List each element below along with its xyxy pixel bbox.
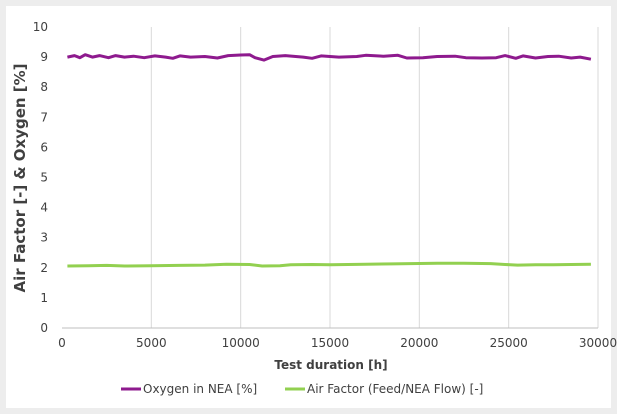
y-tick-label: 2 [40,261,48,275]
y-axis-ticks: 0 1 2 3 4 5 6 7 8 9 10 [33,20,48,335]
y-tick-label: 0 [40,321,48,335]
x-axis-ticks: 0 5000 10000 15000 20000 25000 30000 [58,336,617,350]
series-line-air-factor [67,261,591,268]
y-tick-label: 4 [40,201,48,215]
y-tick-label: 8 [40,80,48,94]
x-axis-title: Test duration [h] [274,358,387,372]
y-tick-label: 3 [40,231,48,245]
y-tick-label: 9 [40,50,48,64]
x-tick-label: 25000 [490,336,528,350]
legend-item-oxygen: Oxygen in NEA [%] [121,382,257,396]
legend-item-air-factor: Air Factor (Feed/NEA Flow) [-] [285,382,483,396]
x-tick-label: 10000 [222,336,260,350]
x-tick-label: 30000 [579,336,617,350]
y-tick-label: 1 [40,291,48,305]
grid-lines [150,27,599,328]
legend: Oxygen in NEA [%] Air Factor (Feed/NEA F… [121,382,483,396]
x-tick-label: 5000 [136,336,167,350]
y-tick-label: 5 [40,171,48,185]
legend-label-air-factor: Air Factor (Feed/NEA Flow) [-] [307,382,483,396]
x-tick-label: 0 [58,336,66,350]
x-tick-label: 15000 [311,336,349,350]
series-line-oxygen [67,53,592,62]
legend-label-oxygen: Oxygen in NEA [%] [143,382,257,396]
y-axis-title: Air Factor [-] & Oxygen [%] [11,63,29,292]
y-tick-label: 7 [40,110,48,124]
y-tick-label: 6 [40,140,48,154]
x-tick-label: 20000 [400,336,438,350]
series-lines [67,53,592,268]
y-tick-label: 10 [33,20,48,34]
